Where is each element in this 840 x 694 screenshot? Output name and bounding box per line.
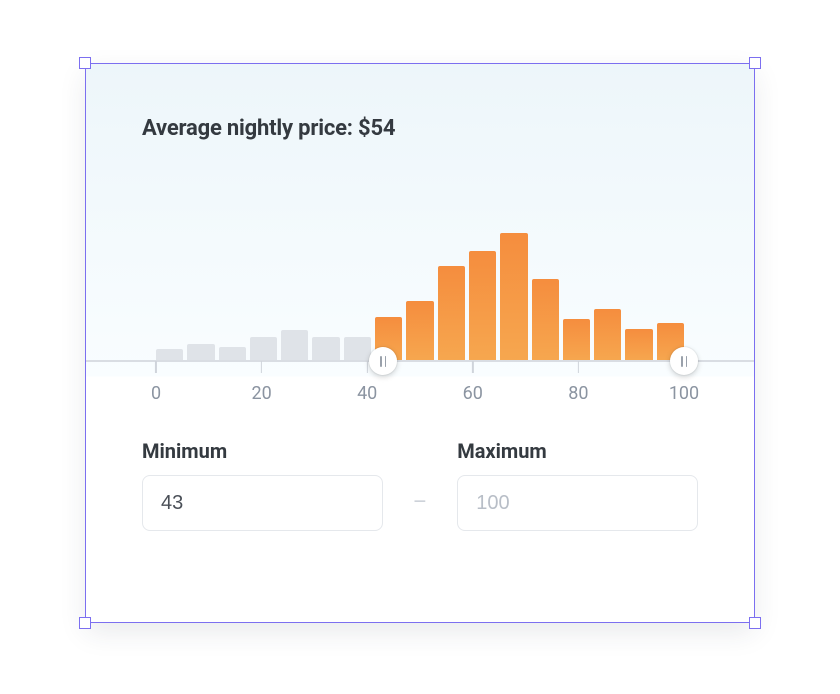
- price-histogram: 020406080100: [142, 193, 698, 361]
- histogram-bar: [563, 319, 590, 361]
- histogram-bar: [250, 337, 277, 361]
- x-axis-tick-label: 0: [151, 383, 161, 404]
- x-axis-tick: 80: [568, 361, 588, 404]
- minimum-label: Minimum: [142, 439, 383, 463]
- minimum-group: Minimum: [142, 439, 383, 531]
- price-filter-card: Average nightly price: $54 020406080100 …: [86, 64, 754, 622]
- histogram-bar: [312, 337, 339, 361]
- histogram-bar: [469, 251, 496, 361]
- title-price: $54: [358, 116, 395, 141]
- range-slider-max-handle[interactable]: [670, 347, 698, 375]
- minimum-input[interactable]: [142, 475, 383, 531]
- maximum-input[interactable]: [457, 475, 698, 531]
- histogram-bar: [187, 344, 214, 361]
- histogram-bar: [500, 233, 527, 361]
- average-price-title: Average nightly price: $54: [142, 116, 698, 141]
- title-prefix: Average nightly price:: [142, 116, 358, 141]
- histogram-bar: [532, 279, 559, 361]
- range-slider-min-handle[interactable]: [369, 347, 397, 375]
- x-axis-tick: 20: [251, 361, 271, 404]
- histogram-bar: [406, 301, 433, 361]
- range-dash-separator: –: [413, 490, 427, 515]
- histogram-bar: [625, 329, 652, 361]
- maximum-label: Maximum: [457, 439, 698, 463]
- histogram-bar: [438, 266, 465, 361]
- x-axis-tick-label: 20: [251, 383, 271, 404]
- x-axis-tick-label: 80: [568, 383, 588, 404]
- x-axis-ticks: 0 20 40 60 80 100: [142, 361, 698, 405]
- histogram-bar: [344, 337, 371, 361]
- x-axis-tick-label: 40: [357, 383, 377, 404]
- x-axis-tick: 60: [463, 361, 483, 404]
- x-axis-tick-label: 60: [463, 383, 483, 404]
- x-axis-tick: 0: [151, 361, 161, 404]
- histogram-bars: [142, 193, 698, 361]
- histogram-bar: [594, 309, 621, 361]
- histogram-bar: [281, 330, 308, 361]
- range-inputs-row: Minimum – Maximum: [142, 439, 698, 531]
- histogram-bar: [219, 347, 246, 361]
- maximum-group: Maximum: [457, 439, 698, 531]
- x-axis-tick-label: 100: [669, 383, 699, 404]
